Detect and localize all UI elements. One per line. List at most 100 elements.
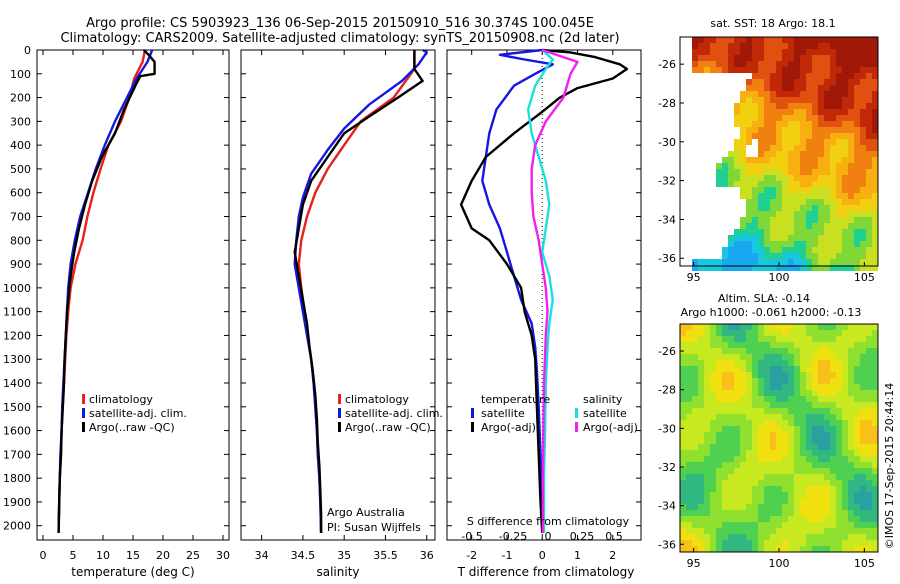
map-cell [686,55,692,61]
map-cell [704,163,710,169]
map-cell [782,456,788,462]
map-cell [800,324,806,330]
map-cell [782,480,788,486]
map-cell [782,384,788,390]
map-cell [842,342,848,348]
sst-map-title: sat. SST: 18 Argo: 18.1 [710,17,835,30]
map-cell [728,348,734,354]
map-cell [812,79,818,85]
map-cell [758,450,764,456]
map-cell [836,67,842,73]
map-cell [788,265,794,271]
map-cell [854,37,860,43]
map-cell [758,253,764,259]
map-cell [740,456,746,462]
map-cell [782,354,788,360]
map-cell [770,462,776,468]
map-cell [782,372,788,378]
map-cell [842,546,848,552]
map-cell [818,450,824,456]
map-cell [758,438,764,444]
map-cell [824,121,830,127]
map-cell [758,139,764,145]
map-cell [722,414,728,420]
map-cell [830,247,836,253]
map-cell [710,193,716,199]
map-cell [680,115,686,121]
map-cell [734,169,740,175]
map-cell [818,109,824,115]
map-cell [722,336,728,342]
map-cell [818,324,824,330]
legend-label-argo: Argo(..raw -QC) [89,421,175,434]
map-cell [680,330,686,336]
map-cell [812,91,818,97]
map-cell [722,324,728,330]
x-tick-label: 34.5 [291,549,316,562]
map-cell [740,91,746,97]
map-cell [728,516,734,522]
map-cell [704,259,710,265]
map-cell [716,486,722,492]
map-cell [788,534,794,540]
map-cell [830,516,836,522]
map-cell [866,420,872,426]
map-cell [860,372,866,378]
map-cell [752,540,758,546]
depth-tick-label: 1900 [3,496,31,509]
map-cell [734,175,740,181]
map-cell [734,504,740,510]
map-cell [830,193,836,199]
map-cell [764,169,770,175]
map-cell [722,408,728,414]
map-cell [806,438,812,444]
map-cell [692,510,698,516]
map-cell [710,354,716,360]
map-cell [692,109,698,115]
map-cell [770,450,776,456]
map-cell [824,229,830,235]
map-cell [764,163,770,169]
map-cell [698,438,704,444]
map-cell [704,49,710,55]
map-cell [680,492,686,498]
map-cell [728,181,734,187]
map-cell [698,241,704,247]
map-cell [824,175,830,181]
map-cell [788,348,794,354]
map-cell [746,420,752,426]
map-cell [812,414,818,420]
map-cell [752,396,758,402]
map-cell [842,97,848,103]
map-cell [704,504,710,510]
map-cell [722,330,728,336]
map-cell [800,55,806,61]
map-cell [794,265,800,271]
map-cell [680,265,686,271]
map-cell [842,324,848,330]
map-cell [782,336,788,342]
map-cell [710,402,716,408]
s-tick-label: -0.25 [499,530,527,543]
map-cell [704,97,710,103]
map-cell [836,127,842,133]
map-cell [680,534,686,540]
map-cell [710,480,716,486]
map-cell [836,229,842,235]
map-cell [872,444,878,450]
map-cell [872,37,878,43]
map-cell [746,378,752,384]
map-cell [830,259,836,265]
map-cell [764,426,770,432]
map-cell [734,498,740,504]
map-cell [800,235,806,241]
map-cell [872,187,878,193]
map-cell [734,366,740,372]
map-cell [866,498,872,504]
map-cell [788,432,794,438]
map-cell [710,121,716,127]
map-cell [830,121,836,127]
map-cell [782,426,788,432]
map-cell [860,103,866,109]
map-cell [728,378,734,384]
